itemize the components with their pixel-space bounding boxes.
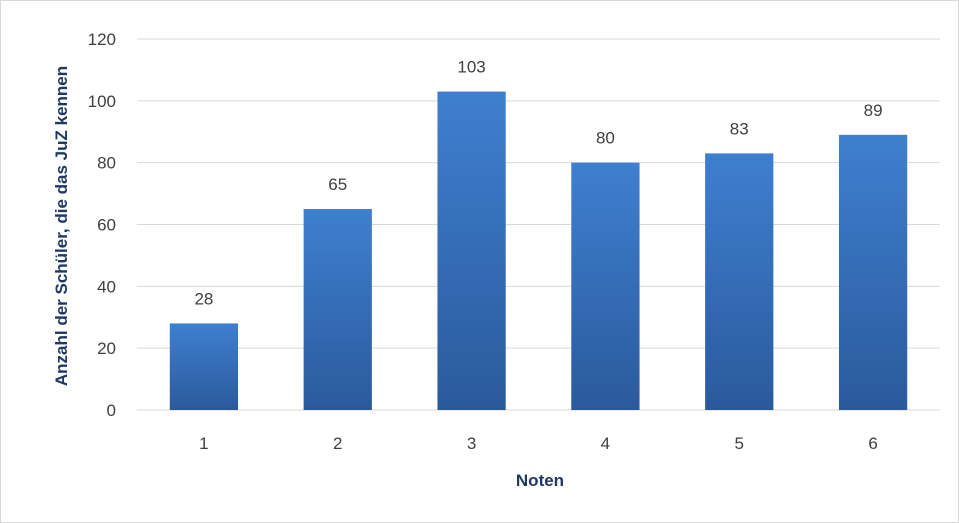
y-tick-label: 0	[107, 401, 116, 420]
data-label-1: 28	[194, 289, 213, 308]
y-tick-label: 80	[97, 154, 116, 173]
y-axis-ticks: 0 20 40 60 80 100 120	[88, 30, 116, 420]
data-label-3: 103	[457, 58, 485, 77]
y-tick-label: 20	[97, 339, 116, 358]
x-tick-label: 5	[735, 434, 744, 453]
data-label-5: 83	[730, 119, 749, 138]
x-tick-label: 6	[868, 434, 877, 453]
x-tick-label: 4	[601, 434, 610, 453]
bars	[169, 91, 908, 410]
bar-1	[169, 323, 239, 410]
x-axis-ticks: 1 2 3 4 5 6	[199, 434, 878, 453]
data-label-2: 65	[328, 175, 347, 194]
bar-2	[303, 209, 372, 410]
y-tick-label: 120	[88, 30, 116, 49]
x-tick-label: 2	[333, 434, 342, 453]
y-tick-label: 100	[88, 92, 116, 111]
y-tick-label: 60	[97, 216, 116, 235]
x-tick-label: 3	[467, 434, 476, 453]
y-tick-label: 40	[97, 277, 116, 296]
data-label-4: 80	[596, 129, 615, 148]
data-labels: 28 65 103 80 83 89	[194, 58, 882, 309]
x-axis-title: Noten	[516, 471, 564, 490]
data-label-6: 89	[864, 101, 883, 120]
y-axis-title: Anzahl der Schüler, die das JuZ kennen	[52, 66, 71, 386]
bar-5	[705, 153, 774, 410]
bar-4	[571, 162, 640, 410]
bar-6	[838, 134, 908, 410]
gridlines	[137, 38, 940, 411]
x-tick-label: 1	[199, 434, 208, 453]
bar-3	[437, 91, 506, 410]
